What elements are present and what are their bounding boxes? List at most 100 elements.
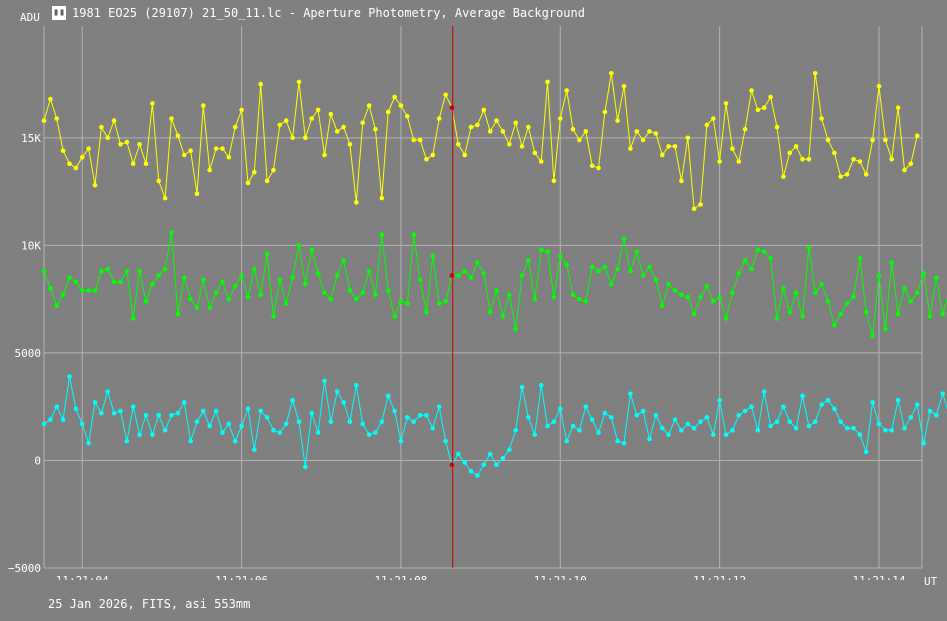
series-2-point — [755, 247, 761, 252]
series-2-point — [392, 314, 397, 319]
series-2-point — [398, 299, 404, 304]
series-2-point — [258, 292, 264, 298]
series-2-point — [851, 294, 856, 300]
series-3-point — [825, 397, 831, 403]
series-1-point — [449, 105, 455, 110]
series-3-point — [373, 430, 378, 435]
series-2-point — [271, 314, 276, 319]
series-2-point — [914, 290, 920, 296]
series-2-point — [940, 311, 945, 317]
series-2-point — [500, 314, 506, 319]
series-3-point — [111, 410, 117, 416]
series-2-point — [137, 268, 142, 274]
series-2-point — [634, 249, 640, 255]
series-1-point — [315, 107, 321, 113]
series-3-point — [800, 393, 805, 399]
series-2-point — [589, 264, 595, 270]
series-1-point — [67, 161, 72, 166]
series-2-point — [494, 288, 499, 293]
series-2-point — [328, 296, 334, 302]
series-1-point — [564, 88, 569, 93]
series-1-point — [870, 137, 875, 143]
series-2-point — [156, 273, 161, 278]
series-2-point — [385, 288, 391, 293]
series-3-point — [188, 438, 193, 444]
series-3-point — [60, 417, 66, 422]
series-3-point — [405, 415, 410, 420]
series-2-point — [252, 266, 257, 272]
series-1-point — [213, 146, 219, 151]
series-3-point — [73, 406, 79, 412]
series-1-point — [570, 126, 576, 132]
series-1-point — [558, 116, 563, 121]
series-3-point — [137, 432, 142, 438]
series-2-point — [895, 311, 901, 317]
series-3-point — [742, 408, 748, 414]
series-1-point — [220, 146, 225, 151]
series-3-point — [526, 415, 531, 420]
series-1-point — [424, 157, 429, 162]
series-1-point — [475, 122, 480, 128]
series-2-point — [379, 232, 385, 237]
series-2-point — [679, 292, 684, 298]
series-1-point — [309, 116, 315, 121]
series-3-point — [494, 462, 499, 468]
series-2-point — [334, 273, 340, 278]
series-2-point — [672, 288, 678, 293]
series-1-point — [156, 178, 161, 184]
series-2-point — [449, 273, 455, 278]
series-1-point — [118, 142, 123, 147]
series-3-point — [551, 419, 557, 425]
series-3-point — [92, 400, 98, 405]
series-1-point — [698, 202, 703, 207]
series-3-point — [876, 421, 882, 427]
series-2-point — [883, 327, 888, 332]
light-curve-plot[interactable]: −5000 0 5000 10K 15K 11:21:04 11:21:06 11:21:08… — [0, 0, 947, 580]
series-2-point — [902, 286, 907, 291]
series-2-point — [118, 279, 123, 285]
series-1-point — [755, 107, 761, 113]
series-3-point — [596, 430, 601, 435]
series-1-point — [876, 83, 882, 89]
series-3-point — [927, 408, 933, 414]
series-1-point — [54, 116, 59, 121]
series-3-point — [500, 456, 506, 461]
series-2-point — [283, 301, 289, 306]
series-2-point — [838, 311, 843, 317]
series-2-point — [621, 236, 627, 242]
series-1-point — [500, 129, 506, 134]
series-1-point — [283, 118, 289, 123]
series-2-point — [456, 273, 461, 278]
series-3-point — [226, 421, 232, 427]
series-2-point — [545, 249, 550, 255]
series-2-point — [175, 311, 181, 317]
series-1-point — [507, 142, 512, 147]
series-1-point — [832, 150, 837, 156]
series-3-point — [303, 464, 308, 470]
series-1-point — [736, 159, 742, 164]
series-2-point — [825, 299, 831, 304]
series-1-point — [92, 182, 98, 188]
series-3-point — [698, 419, 703, 425]
series-3-point — [640, 408, 646, 414]
series-1-point — [711, 116, 716, 121]
series-1-point — [264, 178, 270, 184]
series-3-point — [532, 432, 538, 438]
series-1-point — [768, 94, 773, 100]
series-2-point — [519, 273, 525, 278]
series-1-point — [761, 105, 767, 110]
series-2-point — [602, 264, 608, 270]
series-1-point — [787, 150, 792, 156]
series-3-point — [832, 406, 837, 412]
series-2-point — [220, 279, 225, 285]
series-1-point — [303, 135, 308, 141]
series-3-point — [717, 397, 722, 403]
series-3-point — [322, 378, 327, 384]
series-3-point — [545, 423, 550, 429]
series-1-point — [99, 124, 104, 130]
series-3-point — [277, 430, 283, 435]
series-3-point — [749, 404, 754, 410]
series-1-point — [793, 144, 799, 149]
series-2-point — [793, 290, 799, 296]
series-2-point — [162, 266, 168, 272]
